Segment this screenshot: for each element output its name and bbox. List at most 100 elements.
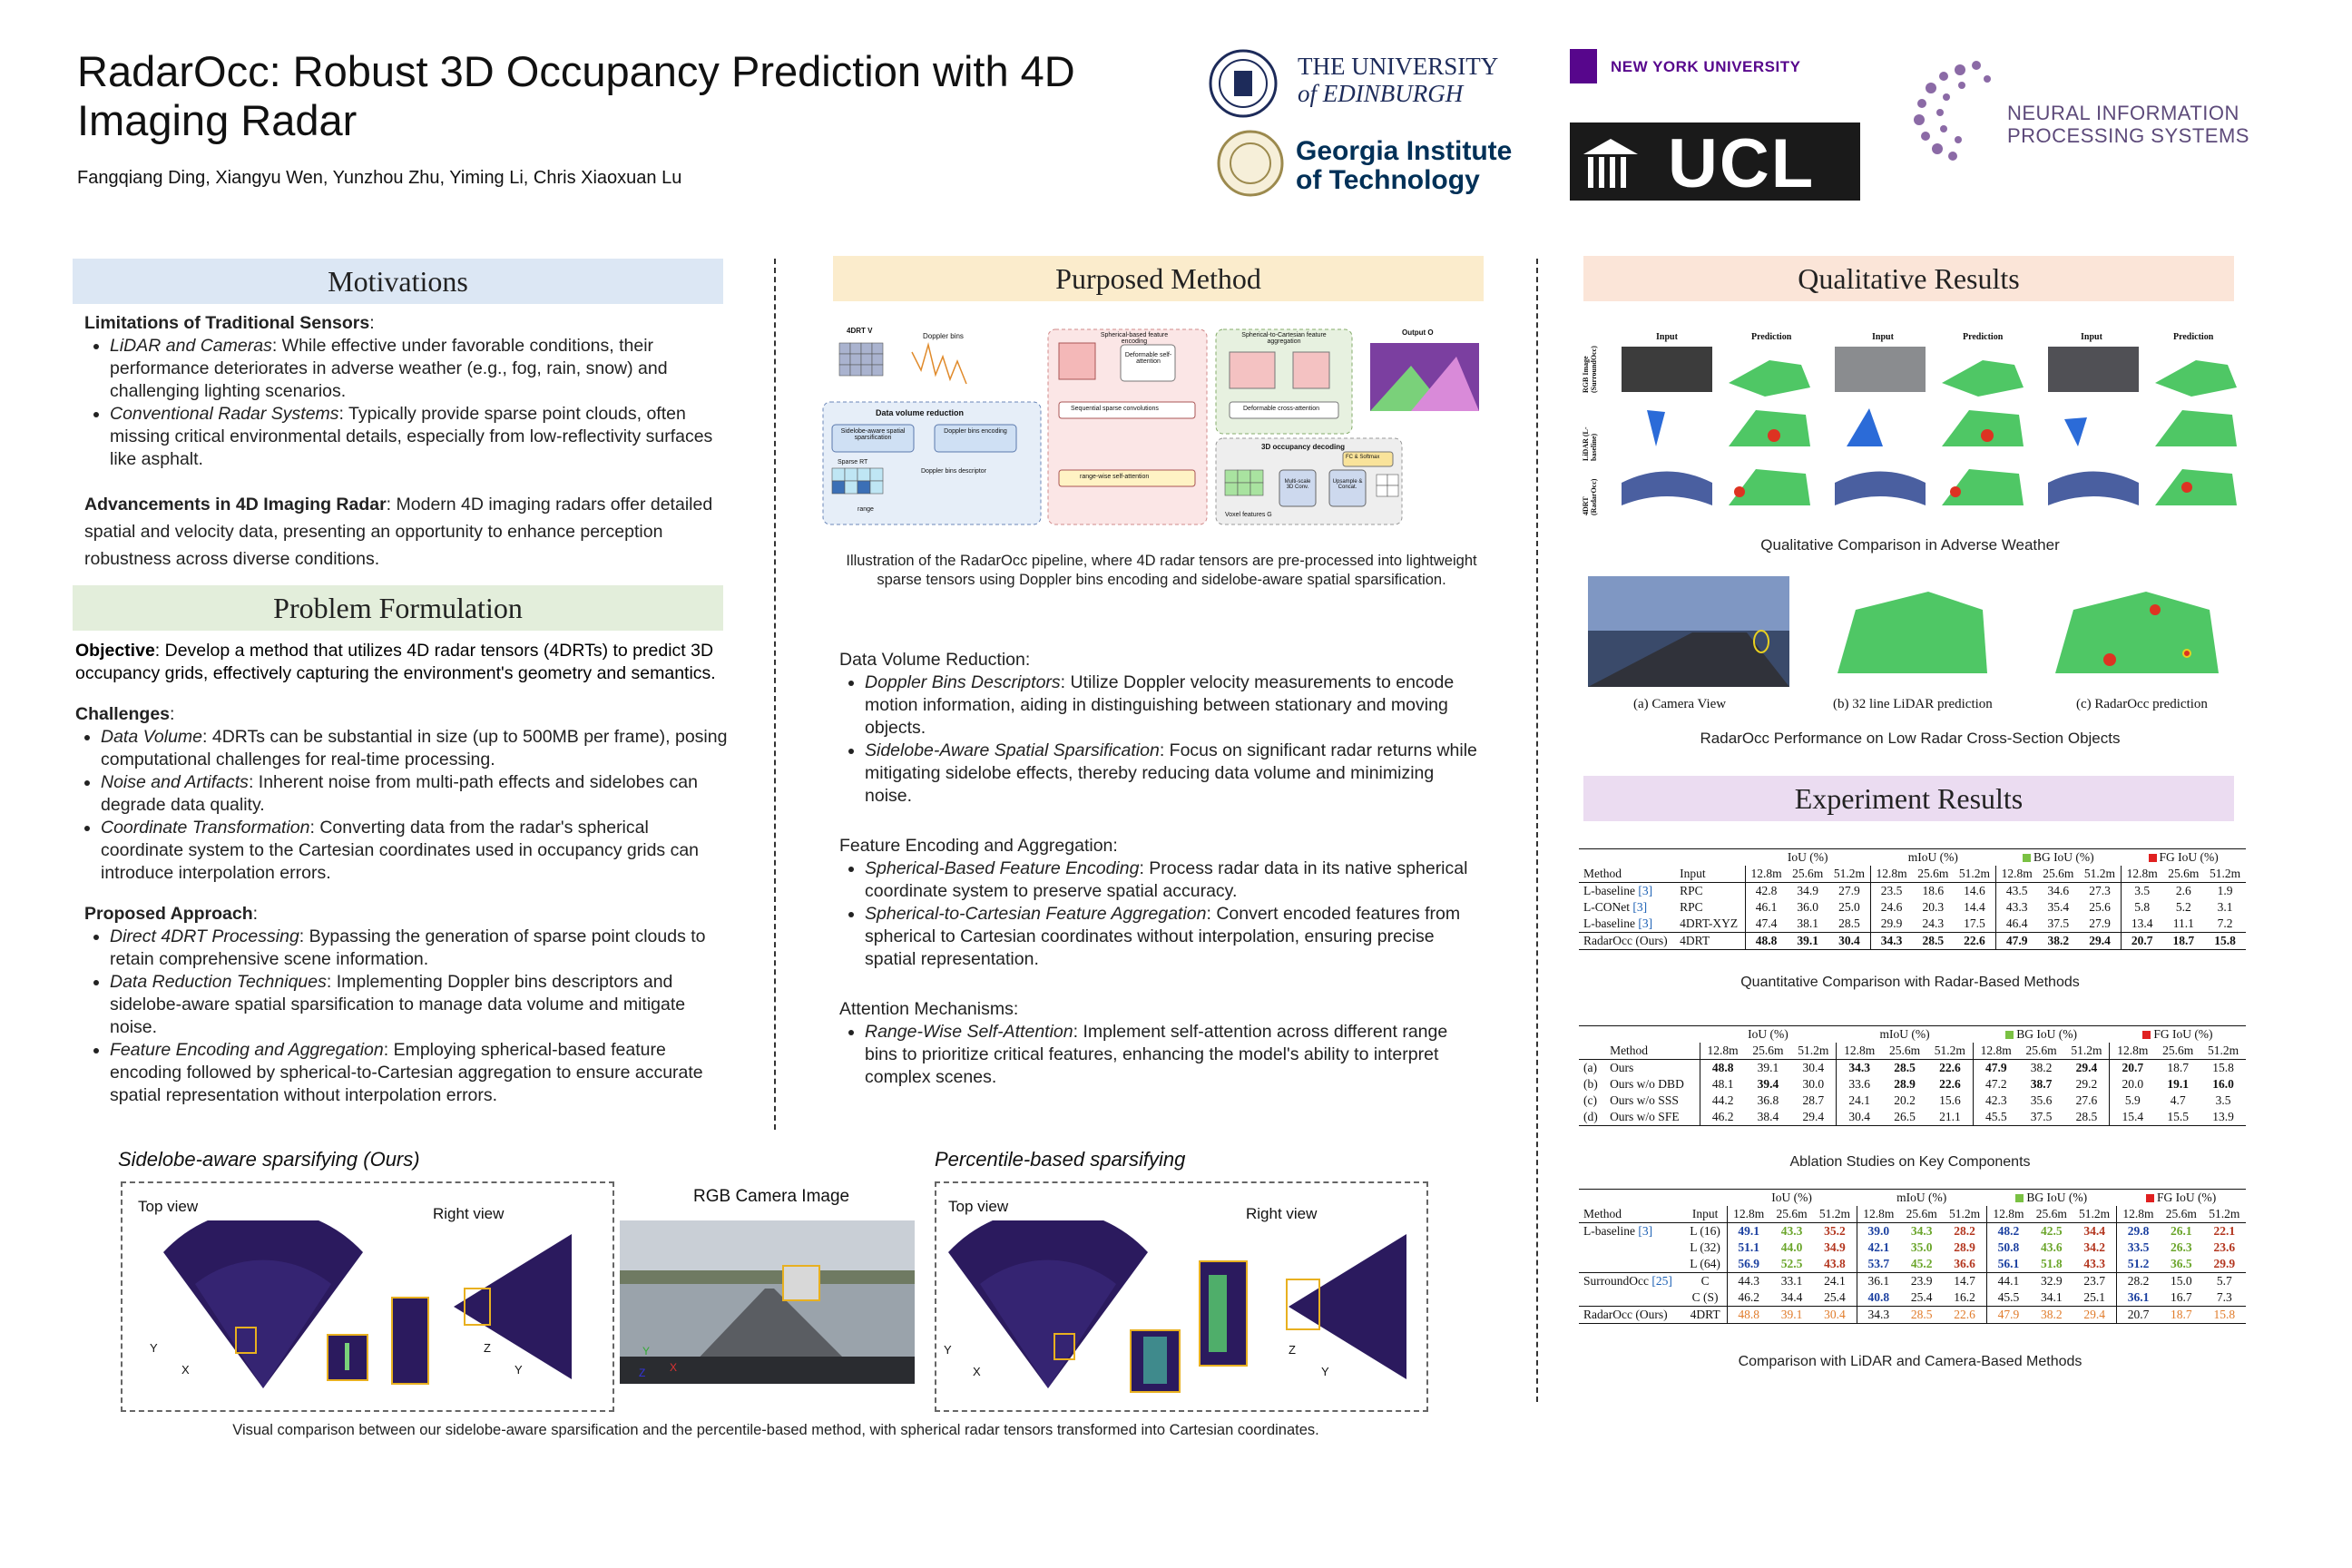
value-cell: 34.6 bbox=[2047, 884, 2070, 897]
value-cell: 3.5 bbox=[2215, 1093, 2231, 1107]
value-cell: 5.8 bbox=[2120, 899, 2163, 916]
value-cell: 44.3 bbox=[1726, 1272, 1770, 1289]
value-cell: 15.4 bbox=[2109, 1109, 2156, 1126]
t3-group-bg: BG IoU (%) bbox=[1986, 1190, 2116, 1207]
neurips-dots-icon bbox=[1914, 61, 1991, 161]
diagram-label-doppler: Doppler bins bbox=[923, 332, 964, 340]
input-cell: RPC bbox=[1680, 900, 1703, 914]
input-cell: L (64) bbox=[1690, 1257, 1720, 1270]
value-cell: 4.7 bbox=[2170, 1093, 2186, 1107]
value-cell: 43.3 bbox=[1994, 899, 2038, 916]
t2-range: 25.6m bbox=[2162, 1044, 2194, 1057]
percentile-axis-z: Z bbox=[1289, 1343, 1296, 1357]
sidelobe-top-view-label: Top view bbox=[138, 1198, 199, 1215]
poster-title: RadarOcc: Robust 3D Occupancy Prediction… bbox=[77, 47, 1075, 144]
method-name: L-CONet bbox=[1583, 900, 1630, 914]
value-cell: 13.4 bbox=[2120, 916, 2163, 933]
percentile-title: Percentile-based sparsifying bbox=[935, 1148, 1186, 1171]
value-cell: 32.9 bbox=[2040, 1274, 2063, 1288]
method-cell: RadarOcc (Ours) bbox=[1579, 1307, 1684, 1324]
pipeline-diagram: 4DRT V Doppler bins Data volume reductio… bbox=[821, 325, 1497, 529]
value-cell: 38.2 bbox=[2030, 1061, 2053, 1074]
diagram-label-sbfe: Spherical-based feature encoding bbox=[1100, 332, 1169, 345]
input-cell: 4DRT bbox=[1680, 934, 1710, 947]
value-cell: 5.9 bbox=[2109, 1093, 2156, 1109]
value-cell: 46.2 bbox=[1699, 1109, 1746, 1126]
dvr-text: : Utilize Doppler velocity measurements … bbox=[865, 672, 1455, 738]
citation-ref: [3] bbox=[1638, 1224, 1653, 1238]
value-cell: 22.6 bbox=[1964, 934, 1985, 947]
sidelobe-axis-y2: Y bbox=[514, 1363, 523, 1377]
value-cell: 40.8 bbox=[1856, 1289, 1900, 1307]
problem-heading: Problem Formulation bbox=[73, 585, 723, 631]
value-cell: 28.5 bbox=[2075, 1110, 2098, 1123]
value-cell: 47.9 bbox=[1994, 932, 2038, 950]
value-cell: 43.6 bbox=[2040, 1240, 2063, 1254]
nyu-torch-icon bbox=[1570, 49, 1597, 83]
t3-range: 51.2m bbox=[2209, 1207, 2240, 1220]
value-cell: 42.8 bbox=[1744, 882, 1788, 899]
value-cell: 29.4 bbox=[1802, 1110, 1825, 1123]
value-cell: 27.3 bbox=[2089, 884, 2111, 897]
value-cell: 3.5 bbox=[2120, 882, 2163, 899]
col-label-pred-1: Prediction bbox=[1751, 332, 1792, 342]
value-cell: 56.9 bbox=[1726, 1256, 1770, 1273]
t1-range: 51.2m bbox=[2210, 867, 2241, 880]
value-cell: 20.3 bbox=[1922, 900, 1945, 914]
t2-group-fg-label: FG IoU (%) bbox=[2153, 1027, 2213, 1041]
column-divider-1 bbox=[774, 259, 776, 1130]
t3-range: 25.6m bbox=[2035, 1207, 2067, 1220]
approach-term: Direct 4DRT Processing bbox=[110, 926, 299, 946]
sidelobe-axis-z: Z bbox=[484, 1341, 491, 1355]
value-cell: 26.3 bbox=[2171, 1240, 2192, 1254]
value-cell: 51.2 bbox=[2115, 1256, 2161, 1273]
value-cell: 51.8 bbox=[2040, 1257, 2063, 1270]
value-cell: 35.4 bbox=[2047, 900, 2070, 914]
t2-range: 25.6m bbox=[1888, 1044, 1921, 1057]
t1-range: 12.8m bbox=[1994, 866, 2038, 883]
value-cell: 24.1 bbox=[1836, 1093, 1883, 1109]
table-row: L-baseline [3] 4DRT-XYZ 47.4 38.1 28.5 29.9 24… bbox=[1579, 916, 2246, 933]
value-cell: 23.7 bbox=[2083, 1274, 2105, 1288]
value-cell: 36.8 bbox=[1757, 1093, 1779, 1107]
att-term: Range-Wise Self-Attention bbox=[865, 1022, 1073, 1042]
rgb-axis-x: X bbox=[670, 1361, 678, 1374]
value-cell: 29.4 bbox=[2083, 1308, 2105, 1321]
value-cell: 39.0 bbox=[1856, 1222, 1900, 1240]
value-cell: 24.3 bbox=[1922, 916, 1945, 930]
col-label-input-2: Input bbox=[1872, 332, 1894, 342]
value-cell: 27.9 bbox=[2089, 916, 2111, 930]
gatech-line1: Georgia Institute bbox=[1296, 136, 1513, 166]
value-cell: 38.2 bbox=[2040, 1308, 2063, 1321]
t3-group-bg-label: BG IoU (%) bbox=[2026, 1191, 2088, 1204]
bg-swatch-icon bbox=[2005, 1031, 2014, 1040]
att-text: : Implement self-attention across differ… bbox=[865, 1022, 1448, 1087]
value-cell: 22.6 bbox=[1939, 1077, 1961, 1091]
table-row: C (S) 46.2 34.4 25.4 40.8 25.4 16.2 45.5 34.1 25.… bbox=[1579, 1289, 2246, 1307]
sidelobe-right-view-label: Right view bbox=[433, 1205, 505, 1222]
diagram-label-occdec: 3D occupancy decoding bbox=[1261, 443, 1346, 451]
value-cell: 45.5 bbox=[1985, 1289, 2031, 1307]
t3-group-miou: mIoU (%) bbox=[1896, 1191, 1947, 1204]
value-cell: 42.3 bbox=[1972, 1093, 2019, 1109]
value-cell: 34.3 bbox=[1836, 1059, 1883, 1076]
diagram-label-dvr: Data volume reduction bbox=[876, 408, 965, 417]
value-cell: 20.7 bbox=[2120, 932, 2163, 950]
value-cell: 28.9 bbox=[1894, 1077, 1916, 1091]
sidelobe-axis-y: Y bbox=[150, 1341, 158, 1355]
value-cell: 16.0 bbox=[2212, 1077, 2234, 1091]
t1-range: 12.8m bbox=[1869, 866, 1913, 883]
t2-range: 51.2m bbox=[1798, 1044, 1829, 1057]
value-cell: 43.3 bbox=[2083, 1257, 2105, 1270]
fg-swatch-icon bbox=[2142, 1031, 2151, 1040]
method-name: RadarOcc (Ours) bbox=[1583, 1308, 1668, 1321]
value-cell: 42.5 bbox=[2040, 1224, 2063, 1238]
challenge-text: : Inherent noise from multi-path effects… bbox=[101, 772, 698, 815]
value-cell: 28.7 bbox=[1802, 1093, 1825, 1107]
sidelobe-axis-x: X bbox=[181, 1363, 190, 1377]
method-name: RadarOcc (Ours) bbox=[1583, 934, 1668, 947]
table-row: (c) Ours w/o SSS 44.2 36.8 28.7 24.1 20.2 15.6 4… bbox=[1579, 1093, 2246, 1109]
t3-range: 12.8m bbox=[1856, 1206, 1900, 1223]
method-cell: L-baseline [3] bbox=[1579, 916, 1675, 933]
gatech-line2: of Technology bbox=[1296, 165, 1480, 195]
